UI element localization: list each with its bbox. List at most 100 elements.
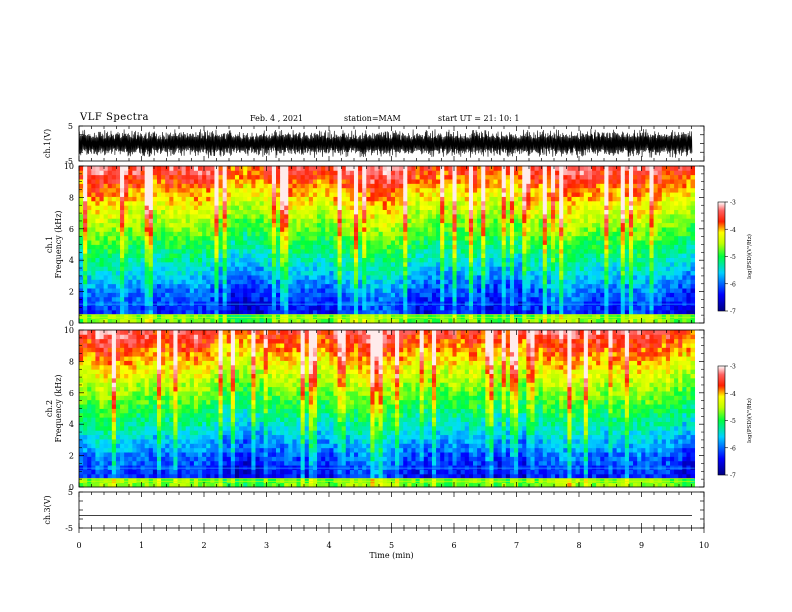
spectrogram-cell bbox=[395, 227, 400, 232]
spectrogram-cell bbox=[128, 244, 133, 250]
spectrogram-cell bbox=[604, 301, 609, 306]
spectrogram-cell bbox=[107, 227, 113, 232]
spectrogram-cell bbox=[587, 279, 593, 285]
spectrogram-cell bbox=[247, 318, 252, 324]
spectrogram-cell bbox=[616, 166, 622, 171]
spectrogram-cell bbox=[156, 183, 162, 189]
spectrogram-cell bbox=[550, 261, 556, 267]
spectrogram-cell bbox=[128, 253, 133, 258]
spectrogram-cell bbox=[518, 275, 523, 280]
spectrogram-cell bbox=[292, 288, 297, 293]
spectrogram-cell bbox=[624, 318, 630, 324]
spectrogram-cell bbox=[83, 288, 88, 293]
spectrogram-cell bbox=[247, 275, 252, 280]
spectrogram-cell bbox=[477, 266, 482, 272]
spectrogram-cell bbox=[567, 213, 572, 219]
spectrogram-cell bbox=[99, 261, 105, 267]
spectrogram-cell bbox=[583, 314, 589, 320]
spectrogram-cell bbox=[460, 240, 466, 245]
spectrogram-cell bbox=[325, 170, 330, 176]
spectrogram-cell bbox=[99, 218, 105, 224]
spectrogram-cell bbox=[485, 192, 490, 197]
spectrogram-cell bbox=[596, 292, 601, 298]
spectrogram-cell bbox=[185, 187, 191, 193]
spectrogram-cell bbox=[604, 183, 609, 189]
spectrogram-cell bbox=[321, 174, 326, 180]
spectrogram-cell bbox=[431, 205, 437, 211]
spectrogram-cell bbox=[152, 192, 158, 197]
spectrogram-cell bbox=[559, 266, 564, 272]
spectrogram-cell bbox=[612, 209, 618, 215]
spectrogram-cell bbox=[124, 318, 129, 324]
spectrogram-cell bbox=[473, 301, 478, 306]
spectrogram-cell bbox=[559, 296, 564, 302]
spectrogram-cell bbox=[530, 275, 535, 280]
spectrogram-cell bbox=[255, 318, 260, 324]
spectrogram-cell bbox=[423, 205, 429, 211]
spectrogram-cell bbox=[202, 292, 207, 298]
spectrogram-cell bbox=[120, 244, 125, 250]
spectrogram-cell bbox=[206, 166, 211, 171]
spectrogram-cell bbox=[99, 179, 105, 184]
spectrogram-cell bbox=[148, 244, 154, 250]
spectrogram-cell bbox=[583, 218, 589, 224]
spectrogram-cell bbox=[390, 235, 396, 241]
spectrogram-cell bbox=[296, 213, 302, 219]
spectrogram-cell bbox=[390, 183, 396, 189]
spectrogram-cell bbox=[181, 314, 187, 320]
spectrogram-cell bbox=[234, 183, 240, 189]
spectrogram-cell bbox=[325, 166, 330, 171]
spectrogram-cell bbox=[563, 200, 568, 206]
spectrogram-cell bbox=[493, 200, 499, 206]
spectrogram-cell bbox=[95, 240, 100, 245]
spectrogram-cell bbox=[333, 283, 338, 289]
spectrogram-cell bbox=[218, 240, 224, 245]
spectrogram-cell bbox=[218, 309, 224, 315]
spectrogram-cell bbox=[349, 235, 355, 241]
spectrogram-cell bbox=[596, 275, 601, 280]
spectrogram-cell bbox=[608, 222, 613, 228]
spectrogram-cell bbox=[440, 240, 445, 245]
spectrogram-cell bbox=[214, 283, 219, 289]
spectrogram-cell bbox=[263, 301, 269, 306]
spectrogram-cell bbox=[267, 309, 273, 315]
spectrogram-cell bbox=[304, 170, 310, 176]
spectrogram-cell bbox=[333, 218, 338, 224]
spectrogram-cell bbox=[411, 192, 416, 197]
spectrogram-cell bbox=[440, 235, 445, 241]
spectrogram-cell bbox=[550, 244, 556, 250]
spectrogram-cell bbox=[386, 301, 392, 306]
spectrogram-cell bbox=[579, 205, 585, 211]
spectrogram-cell bbox=[477, 261, 482, 267]
spectrogram-cell bbox=[136, 205, 141, 211]
spectrogram-cell bbox=[99, 292, 105, 298]
spectrogram-cell bbox=[542, 248, 548, 254]
spectrogram-cell bbox=[144, 257, 150, 263]
spectrogram-cell bbox=[304, 248, 310, 254]
spectrogram-cell bbox=[79, 174, 84, 180]
spectrogram-cell bbox=[292, 261, 297, 267]
spectrogram-cell bbox=[120, 309, 125, 315]
spectrogram-cell bbox=[206, 314, 211, 320]
spectrogram-cell bbox=[550, 218, 556, 224]
spectrogram-cell bbox=[284, 222, 289, 228]
spectrogram-cell bbox=[399, 292, 404, 298]
spectrogram-cell bbox=[362, 166, 367, 171]
spectrogram-cell bbox=[542, 301, 548, 306]
spectrogram-cell bbox=[255, 266, 260, 272]
spectrogram-cell bbox=[198, 235, 203, 241]
spectrogram-cell bbox=[427, 179, 433, 184]
spectrogram-cell bbox=[518, 309, 523, 315]
spectrogram-cell bbox=[353, 283, 359, 289]
spectrogram-cell bbox=[509, 183, 515, 189]
spectrogram-cell bbox=[234, 305, 240, 311]
spectrogram-cell bbox=[210, 309, 215, 315]
spectrogram-cell bbox=[234, 244, 240, 250]
spectrogram-cell bbox=[473, 314, 478, 320]
spectrogram-cell bbox=[165, 279, 170, 285]
spectrogram-cell bbox=[583, 209, 589, 215]
spectrogram-cell bbox=[390, 222, 396, 228]
spectrogram-cell bbox=[538, 301, 544, 306]
spectrogram-cell bbox=[411, 288, 416, 293]
